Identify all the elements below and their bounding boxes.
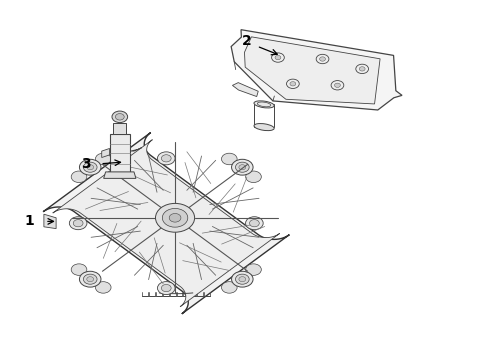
Circle shape: [69, 217, 87, 230]
Circle shape: [162, 208, 187, 227]
Polygon shape: [44, 214, 56, 229]
Circle shape: [86, 277, 93, 282]
Circle shape: [157, 282, 175, 294]
Circle shape: [115, 113, 124, 120]
Circle shape: [233, 162, 249, 174]
Circle shape: [155, 203, 194, 232]
Circle shape: [245, 264, 261, 275]
Circle shape: [231, 271, 253, 287]
Circle shape: [79, 271, 101, 287]
Polygon shape: [102, 148, 109, 158]
Circle shape: [95, 153, 111, 165]
Circle shape: [73, 220, 83, 227]
Circle shape: [221, 153, 237, 165]
Circle shape: [231, 159, 253, 175]
Polygon shape: [130, 148, 142, 151]
Circle shape: [235, 162, 249, 172]
Text: 1: 1: [24, 215, 34, 228]
Circle shape: [86, 165, 93, 170]
Text: 3: 3: [81, 157, 90, 171]
Circle shape: [95, 282, 111, 293]
Text: 2: 2: [242, 35, 251, 48]
Circle shape: [249, 220, 259, 227]
Circle shape: [359, 67, 365, 71]
Polygon shape: [109, 134, 130, 172]
Circle shape: [161, 284, 171, 292]
Circle shape: [112, 111, 127, 122]
Circle shape: [83, 162, 99, 174]
Polygon shape: [103, 172, 136, 179]
Circle shape: [169, 213, 181, 222]
Polygon shape: [53, 140, 279, 307]
Polygon shape: [232, 82, 258, 96]
Circle shape: [83, 274, 97, 284]
Circle shape: [319, 57, 325, 61]
Circle shape: [157, 152, 175, 165]
Circle shape: [221, 282, 237, 293]
Circle shape: [235, 274, 249, 284]
Circle shape: [239, 165, 245, 170]
Circle shape: [274, 55, 280, 60]
Polygon shape: [231, 30, 401, 110]
Circle shape: [79, 159, 101, 175]
Circle shape: [239, 277, 245, 282]
Circle shape: [71, 264, 87, 275]
Circle shape: [83, 162, 97, 172]
Ellipse shape: [253, 101, 274, 108]
Circle shape: [245, 217, 263, 230]
Circle shape: [83, 273, 99, 284]
Circle shape: [289, 82, 295, 86]
Polygon shape: [244, 37, 379, 104]
Circle shape: [71, 171, 87, 183]
Circle shape: [161, 155, 171, 162]
Polygon shape: [113, 122, 126, 134]
Ellipse shape: [253, 123, 274, 131]
Polygon shape: [43, 132, 289, 314]
Circle shape: [245, 171, 261, 183]
Circle shape: [233, 273, 249, 284]
Circle shape: [334, 83, 340, 87]
